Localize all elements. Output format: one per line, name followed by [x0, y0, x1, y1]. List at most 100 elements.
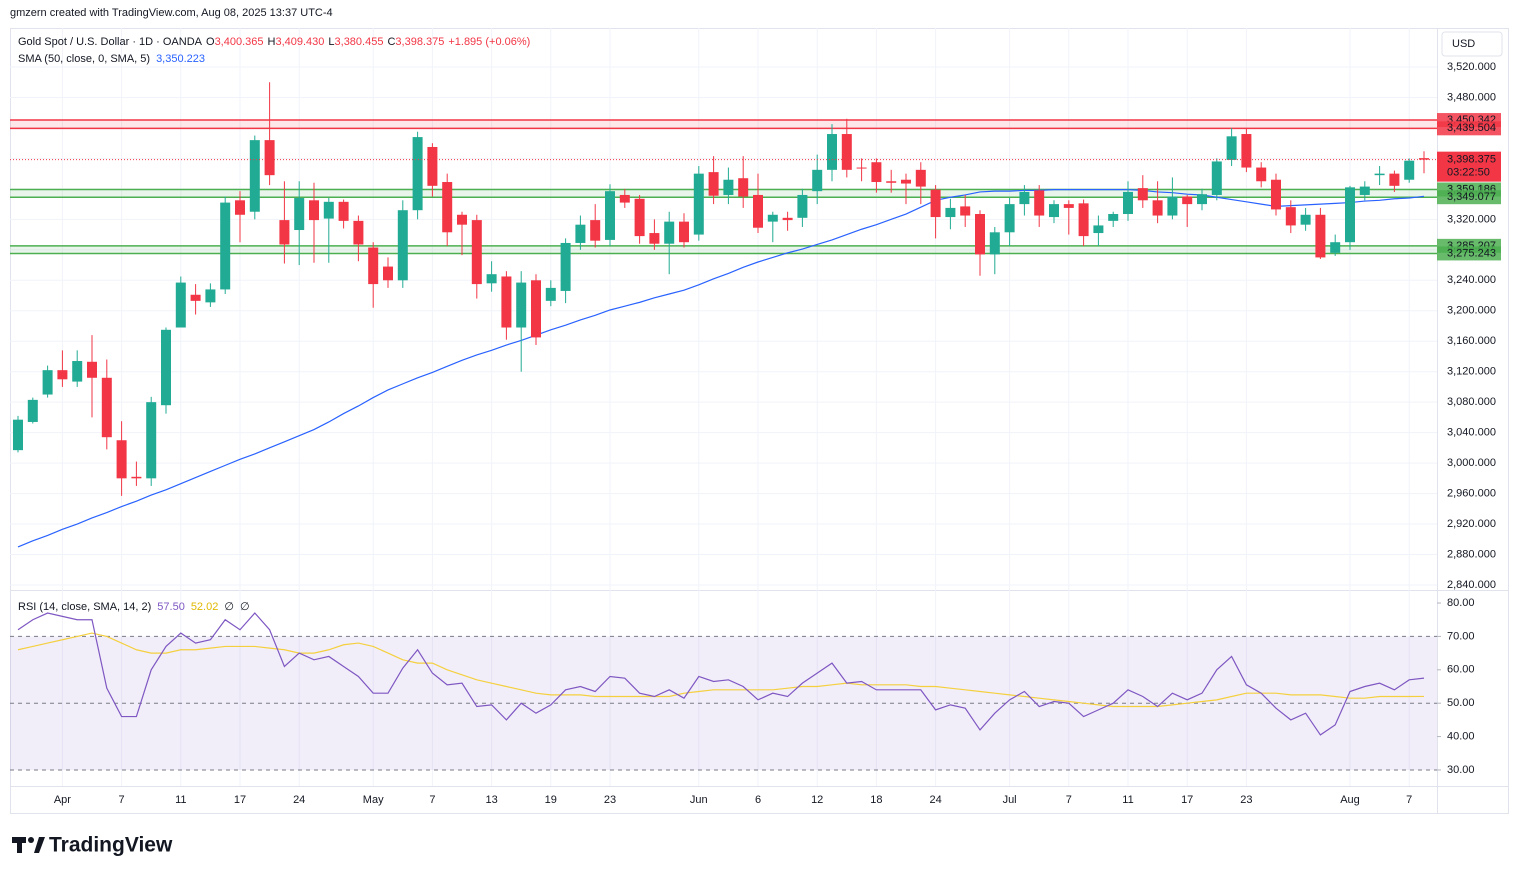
- header: gmzern created with TradingView.com, Aug…: [10, 7, 333, 19]
- candle-body: [235, 200, 245, 215]
- candle-body: [161, 329, 171, 406]
- rsi-tick-label: 80.00: [1447, 597, 1475, 609]
- candle-body: [782, 217, 793, 221]
- x-tick-label: Jun: [690, 794, 708, 806]
- candle-body: [886, 181, 897, 183]
- candle-body: [545, 287, 556, 301]
- x-tick-label: 7: [119, 794, 125, 806]
- x-tick-label: 24: [929, 794, 941, 806]
- y-tick-label: 2,840.000: [1447, 579, 1496, 591]
- y-tick-label: 2,880.000: [1447, 548, 1496, 560]
- candle-body: [708, 172, 719, 196]
- candle-body: [901, 179, 911, 184]
- candle-body: [1300, 214, 1311, 225]
- candle-body: [812, 169, 823, 192]
- candle-body: [1404, 160, 1415, 180]
- candle-body: [1123, 191, 1133, 215]
- x-tick-label: 17: [234, 794, 246, 806]
- candle-body: [457, 214, 467, 225]
- y-tick-label: 2,960.000: [1447, 487, 1496, 499]
- candle-body: [87, 361, 97, 378]
- candle-body: [1108, 214, 1119, 221]
- candle-body: [1315, 214, 1326, 258]
- countdown: 03:22:50: [1447, 167, 1490, 179]
- candle-body: [101, 377, 112, 438]
- x-tick-label: May: [363, 794, 384, 806]
- candle-body: [57, 370, 68, 380]
- candle-body: [679, 221, 689, 243]
- plot: Apr 7 11 17 24 May 7 13 19 23 Jun 6 12 18 24 Jul 7 11 17 23…: [10, 28, 1501, 806]
- candle-body: [249, 140, 260, 212]
- candle-body: [1034, 190, 1045, 216]
- y-tick-label: 3,520.000: [1447, 61, 1496, 73]
- candle-body: [279, 220, 290, 245]
- candle-body: [1271, 179, 1281, 210]
- frame: [10, 28, 1509, 814]
- x-tick-label: 7: [1066, 794, 1072, 806]
- x-tick-label: Apr: [54, 794, 71, 806]
- zone-label-box: [1437, 190, 1501, 205]
- sma-name: SMA (50, close, 0, SMA, 5): [18, 53, 150, 65]
- x-tick-label: 12: [811, 794, 823, 806]
- rsi-ma-value: 52.02: [191, 601, 219, 613]
- candle-body: [13, 419, 23, 451]
- currency: USD: [1452, 38, 1475, 50]
- candle-body: [427, 146, 438, 186]
- candle-body: [915, 169, 926, 187]
- candle-body: [220, 202, 231, 290]
- x-tick-label: Aug: [1340, 794, 1360, 806]
- candle-body: [72, 361, 83, 382]
- candle-body: [205, 289, 216, 303]
- y-tick-label: 2,920.000: [1447, 518, 1496, 530]
- candle-body: [1389, 173, 1400, 186]
- logo-text: TradingView: [49, 834, 173, 857]
- legend-name: Gold Spot / U.S. Dollar · 1D · OANDA: [18, 36, 203, 48]
- candle-body: [634, 198, 645, 237]
- candle-body: [309, 200, 319, 221]
- candle-body: [560, 242, 571, 291]
- candle-body: [664, 221, 675, 244]
- x-tick-label: 19: [545, 794, 557, 806]
- legend-key: L: [328, 36, 334, 48]
- candle-body: [1330, 242, 1341, 253]
- candle-body: [1226, 136, 1237, 160]
- y-tick-label: 3,480.000: [1447, 91, 1496, 103]
- candle-body: [1004, 204, 1015, 233]
- candle-body: [1182, 196, 1193, 205]
- x-tick-label: Jul: [1003, 794, 1017, 806]
- candle-body: [323, 201, 334, 219]
- zone: [10, 245, 1437, 254]
- x-tick-label: 6: [755, 794, 761, 806]
- candle-body: [1152, 200, 1163, 216]
- y-tick-label: 3,120.000: [1447, 366, 1496, 378]
- y-tick-label: 3,000.000: [1447, 457, 1496, 469]
- candle-body: [1063, 204, 1074, 208]
- candle-body: [1167, 196, 1178, 216]
- candle-body: [397, 210, 408, 281]
- candle-body: [175, 282, 186, 328]
- candle-body: [353, 220, 364, 245]
- x-tick-label: 7: [429, 794, 435, 806]
- rsi-line: [17, 612, 1425, 736]
- candle-body: [294, 198, 305, 231]
- legend-value: 3,380.455: [335, 36, 384, 48]
- x-tick-label: 23: [604, 794, 616, 806]
- candle-body: [1256, 167, 1267, 182]
- rsi-ma-line: [17, 632, 1425, 708]
- candle-body: [945, 207, 956, 218]
- sma-value: 3,350.223: [156, 53, 205, 65]
- candle-body: [841, 134, 852, 170]
- sma-legend: SMA (50, close, 0, SMA, 5) 3,350.223: [18, 53, 205, 65]
- candle-body: [856, 167, 867, 169]
- y-tick-label: 3,040.000: [1447, 427, 1496, 439]
- candle-body: [989, 232, 1000, 255]
- candle-body: [471, 220, 482, 285]
- legend-key: O: [206, 36, 215, 48]
- candle-body: [1241, 134, 1252, 168]
- candle-body: [1137, 188, 1148, 201]
- x-tick-label: 13: [485, 794, 497, 806]
- candle-body: [753, 194, 763, 228]
- candle-body: [693, 173, 704, 235]
- candle-body: [1197, 194, 1207, 205]
